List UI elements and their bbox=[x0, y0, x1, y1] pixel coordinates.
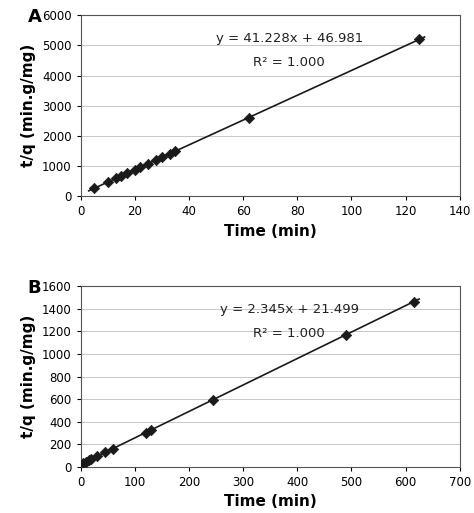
Text: R² = 1.000: R² = 1.000 bbox=[253, 56, 325, 69]
Point bbox=[342, 330, 350, 339]
Point bbox=[145, 160, 152, 168]
Point bbox=[147, 426, 155, 434]
Point bbox=[80, 459, 87, 467]
Point bbox=[123, 169, 130, 177]
Point bbox=[166, 149, 174, 157]
Text: A: A bbox=[27, 8, 41, 26]
Y-axis label: t/q (min.g/mg): t/q (min.g/mg) bbox=[21, 44, 36, 167]
Point bbox=[104, 178, 111, 186]
Point bbox=[410, 298, 418, 306]
Y-axis label: t/q (min.g/mg): t/q (min.g/mg) bbox=[21, 315, 36, 438]
Point bbox=[245, 113, 252, 122]
Point bbox=[88, 455, 95, 463]
Point bbox=[91, 184, 98, 192]
Point bbox=[158, 153, 165, 162]
Text: B: B bbox=[27, 279, 41, 297]
Point bbox=[85, 457, 92, 465]
Point bbox=[101, 448, 109, 457]
Point bbox=[82, 458, 90, 466]
Text: y = 2.345x + 21.499: y = 2.345x + 21.499 bbox=[219, 303, 359, 316]
X-axis label: Time (min): Time (min) bbox=[224, 224, 317, 239]
Point bbox=[210, 396, 217, 404]
Point bbox=[109, 444, 117, 452]
X-axis label: Time (min): Time (min) bbox=[224, 495, 317, 509]
Point bbox=[142, 428, 149, 437]
Point bbox=[131, 166, 138, 174]
Point bbox=[93, 452, 100, 461]
Point bbox=[112, 174, 119, 183]
Point bbox=[118, 172, 125, 180]
Point bbox=[153, 156, 160, 164]
Point bbox=[415, 35, 423, 44]
Point bbox=[172, 147, 179, 155]
Text: y = 41.228x + 46.981: y = 41.228x + 46.981 bbox=[216, 32, 363, 45]
Text: R² = 1.000: R² = 1.000 bbox=[253, 327, 325, 340]
Point bbox=[137, 163, 144, 171]
